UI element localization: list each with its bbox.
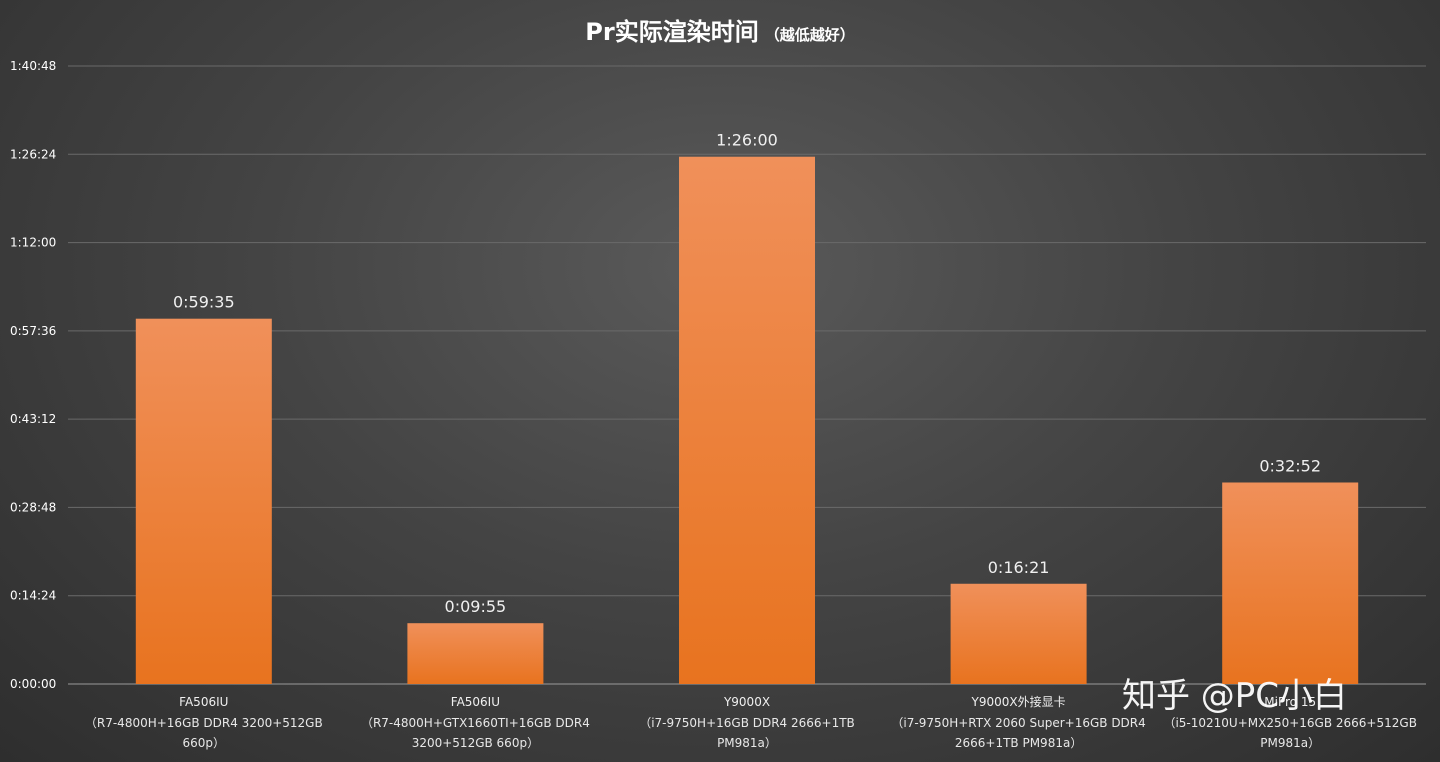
x-tick-spec: 3200+512GB 660p）: [412, 736, 539, 750]
data-label: 0:59:35: [173, 293, 235, 312]
data-label: 0:09:55: [445, 597, 507, 616]
data-labels: 0:59:35 0:09:55 1:26:00 0:16:21 0:32:52: [173, 131, 1321, 616]
x-tick-spec: 660p）: [183, 736, 226, 750]
watermark: 知乎 @PC小白: [1122, 676, 1348, 716]
bar: [1222, 482, 1359, 684]
bar: [679, 156, 815, 684]
y-tick-label: 1:12:00: [10, 236, 56, 250]
bar: [950, 583, 1087, 684]
data-label: 0:16:21: [988, 558, 1050, 577]
x-tick-spec: （i7-9750H+16GB DDR4 2666+1TB: [639, 716, 855, 730]
x-tick-label: FA506IU: [451, 695, 500, 709]
x-tick-label: Y9000X: [723, 695, 770, 709]
x-tick-spec: PM981a）: [1260, 736, 1320, 750]
category-labels: FA506IU （R7-4800H+16GB DDR4 3200+512GB 660…: [85, 694, 1417, 750]
chart-title-main: Pr实际渲染时间: [585, 18, 759, 46]
y-tick-label: 0:43:12: [10, 412, 56, 426]
x-tick-label: FA506IU: [179, 695, 228, 709]
y-tick-label: 0:14:24: [10, 589, 56, 603]
y-tick-label: 0:28:48: [10, 500, 56, 514]
x-tick-spec: 2666+1TB PM981a）: [955, 736, 1082, 750]
x-tick-spec: PM981a）: [717, 736, 777, 750]
x-tick-spec: （R7-4800H+16GB DDR4 3200+512GB: [85, 716, 323, 730]
y-axis-ticks: 0:00:00 0:14:24 0:28:48 0:43:12 0:57:36 1:12:…: [10, 59, 56, 691]
x-tick-label: Y9000X外接显卡: [971, 694, 1066, 709]
y-tick-label: 1:40:48: [10, 59, 56, 73]
x-tick-spec: （i5-10210U+MX250+16GB 2666+512GB: [1163, 716, 1417, 730]
bar: [407, 623, 544, 684]
bars: [135, 156, 1359, 684]
x-tick-spec: （i7-9750H+RTX 2060 Super+16GB DDR4: [891, 716, 1145, 730]
data-label: 1:26:00: [716, 131, 778, 150]
chart-subtitle: （越低越好）: [764, 26, 855, 44]
y-tick-label: 0:00:00: [10, 677, 56, 691]
data-label: 0:32:52: [1259, 456, 1321, 475]
y-tick-label: 0:57:36: [10, 324, 56, 338]
x-tick-spec: （R7-4800H+GTX1660TI+16GB DDR4: [361, 716, 590, 730]
x-tick-label: MiPro 15: [1264, 695, 1316, 709]
chart-title: Pr实际渲染时间 （越低越好）: [0, 12, 1440, 47]
bar: [135, 318, 272, 684]
y-tick-label: 1:26:24: [10, 147, 56, 161]
